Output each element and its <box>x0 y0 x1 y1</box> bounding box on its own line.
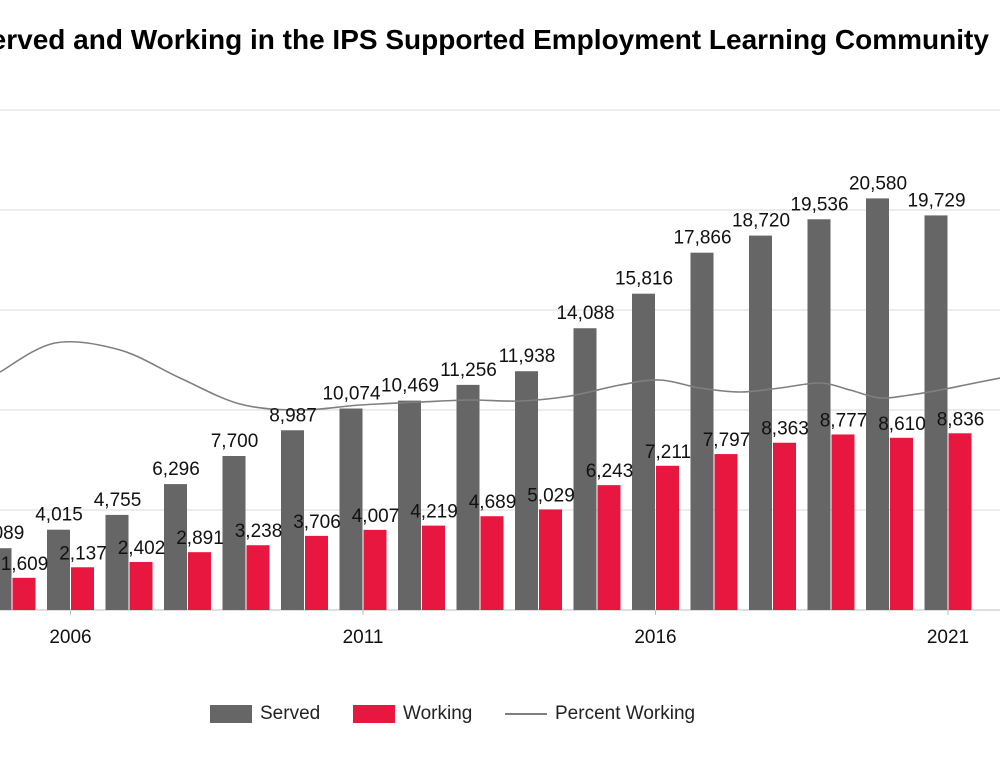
data-label-working-2016: 7,211 <box>645 442 691 463</box>
bar-working-2021 <box>948 433 972 610</box>
legend-line-percent-working <box>505 713 547 715</box>
data-label-working-2012: 4,219 <box>410 502 458 523</box>
data-label-working-2011: 4,007 <box>352 506 400 527</box>
legend-item-percent-working: Percent Working <box>505 700 695 728</box>
bar-served-2012 <box>398 400 421 610</box>
data-label-working-2005: 1,609 <box>1 554 49 575</box>
bar-served-2015 <box>573 328 597 610</box>
bar-working-2011 <box>363 529 387 610</box>
data-label-working-2009: 3,238 <box>235 521 283 542</box>
bar-served-2016 <box>632 293 655 610</box>
bar-served-2005 <box>0 548 12 610</box>
x-tick-label-2011: 2011 <box>343 627 384 648</box>
data-label-working-2010: 3,706 <box>293 512 341 533</box>
data-label-working-2006: 2,137 <box>59 543 107 564</box>
data-label-working-2019: 8,777 <box>820 410 868 431</box>
bar-served-2018 <box>749 235 772 610</box>
data-label-served-2010: 8,987 <box>269 405 317 426</box>
legend-swatch-served <box>210 705 252 723</box>
x-tick-label-2021: 2021 <box>927 627 969 648</box>
bar-served-2019 <box>807 219 831 610</box>
data-label-served-2005: 3,089 <box>0 523 24 544</box>
bar-working-2017 <box>714 454 738 610</box>
data-label-working-2015: 6,243 <box>586 461 634 482</box>
bar-working-2019 <box>831 434 855 610</box>
data-label-working-2020: 8,610 <box>878 414 926 435</box>
legend-item-working: Working <box>353 700 472 728</box>
bar-served-2021 <box>924 215 948 611</box>
bar-working-2009 <box>246 545 270 610</box>
data-label-working-2018: 8,363 <box>761 419 809 440</box>
bar-working-2013 <box>480 516 504 610</box>
legend-item-served: Served <box>210 700 320 728</box>
data-label-served-2014: 11,938 <box>499 346 556 367</box>
bar-served-2007 <box>105 514 129 610</box>
legend-label-percent-working: Percent Working <box>555 703 696 724</box>
bar-working-2007 <box>129 561 153 610</box>
legend-label-served: Served <box>260 703 321 724</box>
chart-title: Served and Working in the IPS Supported … <box>0 24 989 55</box>
bar-served-2013 <box>456 384 480 610</box>
bar-working-2005 <box>12 577 36 610</box>
data-label-served-2017: 17,866 <box>673 228 731 249</box>
series-line-percent-working <box>0 340 1000 411</box>
bar-served-2009 <box>222 456 246 610</box>
data-label-working-2007: 2,402 <box>118 538 166 559</box>
bar-working-2020 <box>890 437 913 610</box>
bar-working-2016 <box>656 465 679 610</box>
bar-working-2014 <box>539 509 562 610</box>
bar-working-2006 <box>71 567 94 610</box>
legend-label-working: Working <box>403 703 473 724</box>
data-label-served-2015: 14,088 <box>556 303 614 324</box>
data-label-working-2017: 7,797 <box>703 430 751 451</box>
bar-working-2018 <box>773 442 796 610</box>
data-label-served-2013: 11,256 <box>440 360 497 381</box>
bar-served-2006 <box>47 529 70 610</box>
bar-working-2008 <box>188 552 211 610</box>
data-label-working-2013: 4,689 <box>469 492 517 513</box>
legend-swatch-working <box>353 705 395 723</box>
data-label-served-2006: 4,015 <box>35 505 83 526</box>
bar-served-2010 <box>281 430 304 610</box>
bar-working-2012 <box>422 525 445 610</box>
bar-working-2015 <box>597 485 621 610</box>
data-label-served-2018: 18,720 <box>732 211 790 232</box>
data-label-served-2009: 7,700 <box>211 431 259 452</box>
bar-served-2020 <box>866 198 889 610</box>
data-label-served-2021: 19,729 <box>907 190 965 211</box>
x-tick-label-2016: 2016 <box>634 627 676 648</box>
data-label-served-2020: 20,580 <box>849 173 907 194</box>
bar-served-2008 <box>164 484 187 610</box>
data-label-served-2011: 10,074 <box>322 384 381 405</box>
data-label-served-2012: 10,469 <box>381 376 439 397</box>
bar-working-2010 <box>305 535 328 610</box>
data-label-served-2008: 6,296 <box>152 459 200 480</box>
data-label-working-2014: 5,029 <box>527 485 575 506</box>
chart-legend: Served Working Percent Working <box>0 700 1000 728</box>
data-label-working-2021: 8,836 <box>937 409 985 430</box>
x-tick-label-2006: 2006 <box>49 627 91 648</box>
data-label-working-2008: 2,891 <box>176 528 224 549</box>
data-label-served-2016: 15,816 <box>615 269 673 290</box>
bar-served-2014 <box>515 371 538 610</box>
bar-served-2017 <box>690 252 714 610</box>
data-label-served-2007: 4,755 <box>94 490 142 511</box>
data-label-served-2019: 19,536 <box>790 194 848 215</box>
bar-served-2011 <box>339 408 363 610</box>
